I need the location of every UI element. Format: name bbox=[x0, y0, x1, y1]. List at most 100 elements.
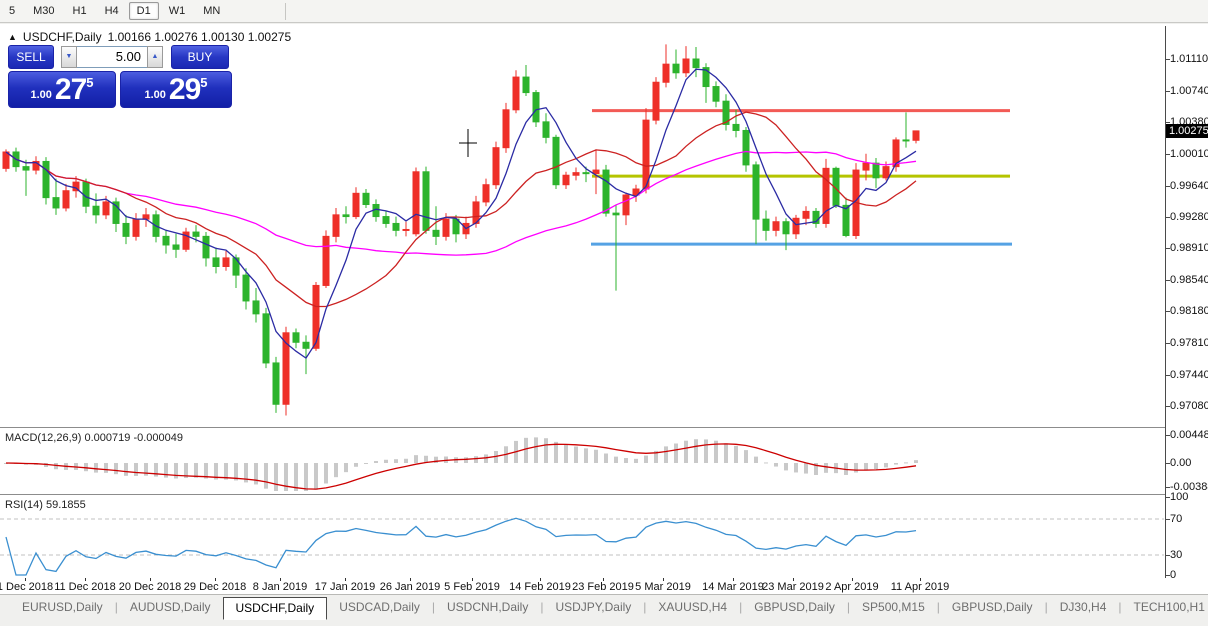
macd-bar bbox=[764, 462, 768, 464]
macd-bar bbox=[784, 463, 788, 471]
macd-bar bbox=[914, 460, 918, 463]
macd-bar bbox=[524, 437, 528, 463]
candle-body bbox=[912, 130, 920, 141]
candlestick-chart[interactable] bbox=[0, 26, 1166, 427]
macd-bar bbox=[484, 454, 488, 463]
macd-axis-label: 0.00 bbox=[1170, 457, 1192, 469]
macd-bar bbox=[634, 458, 638, 463]
axis-tick bbox=[1165, 519, 1170, 520]
candle-body bbox=[312, 284, 320, 349]
candle-body bbox=[802, 210, 810, 219]
period-button-d1[interactable]: D1 bbox=[128, 2, 159, 20]
chart-window[interactable]: ▲ USDCHF,Daily 1.00166 1.00276 1.00130 1… bbox=[0, 24, 1208, 594]
date-axis-label: 17 Jan 2019 bbox=[314, 581, 376, 593]
sell-price-point: 5 bbox=[86, 75, 94, 90]
axis-tick bbox=[1165, 90, 1170, 92]
tab-separator: | bbox=[1044, 600, 1048, 614]
chart-tab-usdjpy-daily[interactable]: USDJPY,Daily bbox=[555, 600, 632, 614]
axis-tick bbox=[1165, 575, 1170, 576]
buy-button[interactable]: BUY bbox=[171, 44, 229, 69]
buy-price-panel[interactable]: 1.00 29 5 bbox=[120, 71, 232, 108]
volume-increase-icon[interactable]: ▲ bbox=[147, 45, 163, 68]
candle-body bbox=[752, 164, 760, 220]
candle-body bbox=[72, 181, 80, 192]
volume-decrease-icon[interactable]: ▼ bbox=[61, 45, 77, 68]
rsi-axis-label: 100 bbox=[1170, 491, 1189, 503]
period-button-5[interactable]: 5 bbox=[9, 5, 16, 17]
chart-tab-usdcad-daily[interactable]: USDCAD,Daily bbox=[339, 600, 420, 614]
chart-tab-usdcnh-daily[interactable]: USDCNH,Daily bbox=[447, 600, 529, 614]
period-button-mn[interactable]: MN bbox=[203, 5, 221, 17]
chart-title: ▲ USDCHF,Daily 1.00166 1.00276 1.00130 1… bbox=[8, 30, 291, 44]
sell-price-panel[interactable]: 1.00 27 5 bbox=[8, 71, 116, 108]
crosshair-icon bbox=[459, 129, 477, 157]
price-axis-line bbox=[1165, 26, 1166, 578]
macd-bar bbox=[234, 463, 238, 481]
axis-tick bbox=[1165, 374, 1170, 376]
candle-body bbox=[112, 201, 120, 224]
chart-tab-tech100-h1[interactable]: TECH100,H1 bbox=[1133, 600, 1205, 614]
chart-tab-dj30-h4[interactable]: DJ30,H4 bbox=[1059, 600, 1107, 614]
macd-bar bbox=[154, 463, 158, 477]
chart-tab-xauusd-h4[interactable]: XAUUSD,H4 bbox=[658, 600, 728, 614]
candle-body bbox=[522, 76, 530, 94]
chart-tab-usdchf-daily[interactable]: USDCHF,Daily bbox=[222, 597, 328, 620]
candle-body bbox=[792, 217, 800, 235]
macd-bar bbox=[594, 449, 598, 463]
candle-body bbox=[642, 119, 650, 190]
candle-body bbox=[92, 205, 100, 216]
candle-body bbox=[272, 362, 280, 405]
macd-bar bbox=[894, 463, 898, 465]
macd-bar bbox=[384, 459, 388, 463]
date-tick bbox=[280, 578, 281, 581]
chart-symbol-label: USDCHF,Daily bbox=[22, 30, 102, 44]
chart-tab-bar: EURUSD,Daily | AUDUSD,Daily USDCHF,Daily USD… bbox=[0, 594, 1208, 626]
date-tick bbox=[85, 578, 86, 581]
axis-tick bbox=[1165, 435, 1170, 437]
sell-price-pips: 27 bbox=[54, 72, 87, 106]
macd-bar bbox=[334, 463, 338, 478]
date-tick bbox=[540, 578, 541, 581]
macd-bar bbox=[564, 444, 568, 463]
tab-separator: | bbox=[936, 600, 940, 614]
date-axis-label: 14 Mar 2019 bbox=[702, 581, 764, 593]
candle-body bbox=[692, 58, 700, 69]
macd-bar bbox=[224, 463, 228, 480]
rsi-indicator-panel[interactable] bbox=[0, 495, 1166, 578]
macd-indicator-panel[interactable] bbox=[0, 428, 1166, 494]
buy-price-figure: 1.00 bbox=[144, 88, 166, 101]
axis-tick bbox=[1165, 121, 1170, 123]
buy-price-pips: 29 bbox=[168, 72, 201, 106]
chart-tab-sp500-m15[interactable]: SP500,M15 bbox=[862, 600, 925, 614]
candle-body bbox=[712, 86, 720, 102]
rsi-axis-label: 0 bbox=[1170, 569, 1177, 581]
date-axis-label: 1 Dec 2018 bbox=[0, 581, 54, 593]
period-button-m30[interactable]: M30 bbox=[33, 5, 55, 17]
axis-tick bbox=[1165, 216, 1170, 218]
macd-bar bbox=[604, 453, 608, 463]
candle-body bbox=[212, 257, 220, 268]
period-button-h1[interactable]: H1 bbox=[72, 5, 87, 17]
candle-body bbox=[412, 171, 420, 235]
sell-button[interactable]: SELL bbox=[8, 44, 54, 69]
period-button-w1[interactable]: W1 bbox=[168, 5, 186, 17]
price-axis-label: 0.97810 bbox=[1170, 337, 1208, 350]
volume-input[interactable]: 5.00 bbox=[77, 45, 147, 68]
chart-tab-eurusd-daily[interactable]: EURUSD,Daily bbox=[22, 600, 103, 614]
macd-bar bbox=[684, 440, 688, 463]
macd-label: MACD(12,26,9) 0.000719 -0.000049 bbox=[5, 432, 183, 444]
date-tick bbox=[793, 578, 794, 581]
date-axis-label: 23 Feb 2019 bbox=[572, 581, 634, 593]
date-axis-label: 5 Feb 2019 bbox=[444, 581, 500, 593]
macd-bar bbox=[424, 455, 428, 463]
chart-collapse-icon[interactable]: ▲ bbox=[8, 32, 17, 42]
chart-tab-gbpusd-daily[interactable]: GBPUSD,Daily bbox=[951, 600, 1033, 614]
period-button-h4[interactable]: H4 bbox=[104, 5, 119, 17]
candle-body bbox=[332, 214, 340, 237]
volume-stepper: ▼ 5.00 ▲ bbox=[61, 45, 163, 68]
chart-tab-audusd-daily[interactable]: AUDUSD,Daily bbox=[129, 600, 211, 614]
price-axis-label: 0.99280 bbox=[1170, 210, 1208, 223]
chart-tab-gbpusd-daily[interactable]: GBPUSD,Daily bbox=[754, 600, 835, 614]
macd-bar bbox=[364, 463, 368, 464]
